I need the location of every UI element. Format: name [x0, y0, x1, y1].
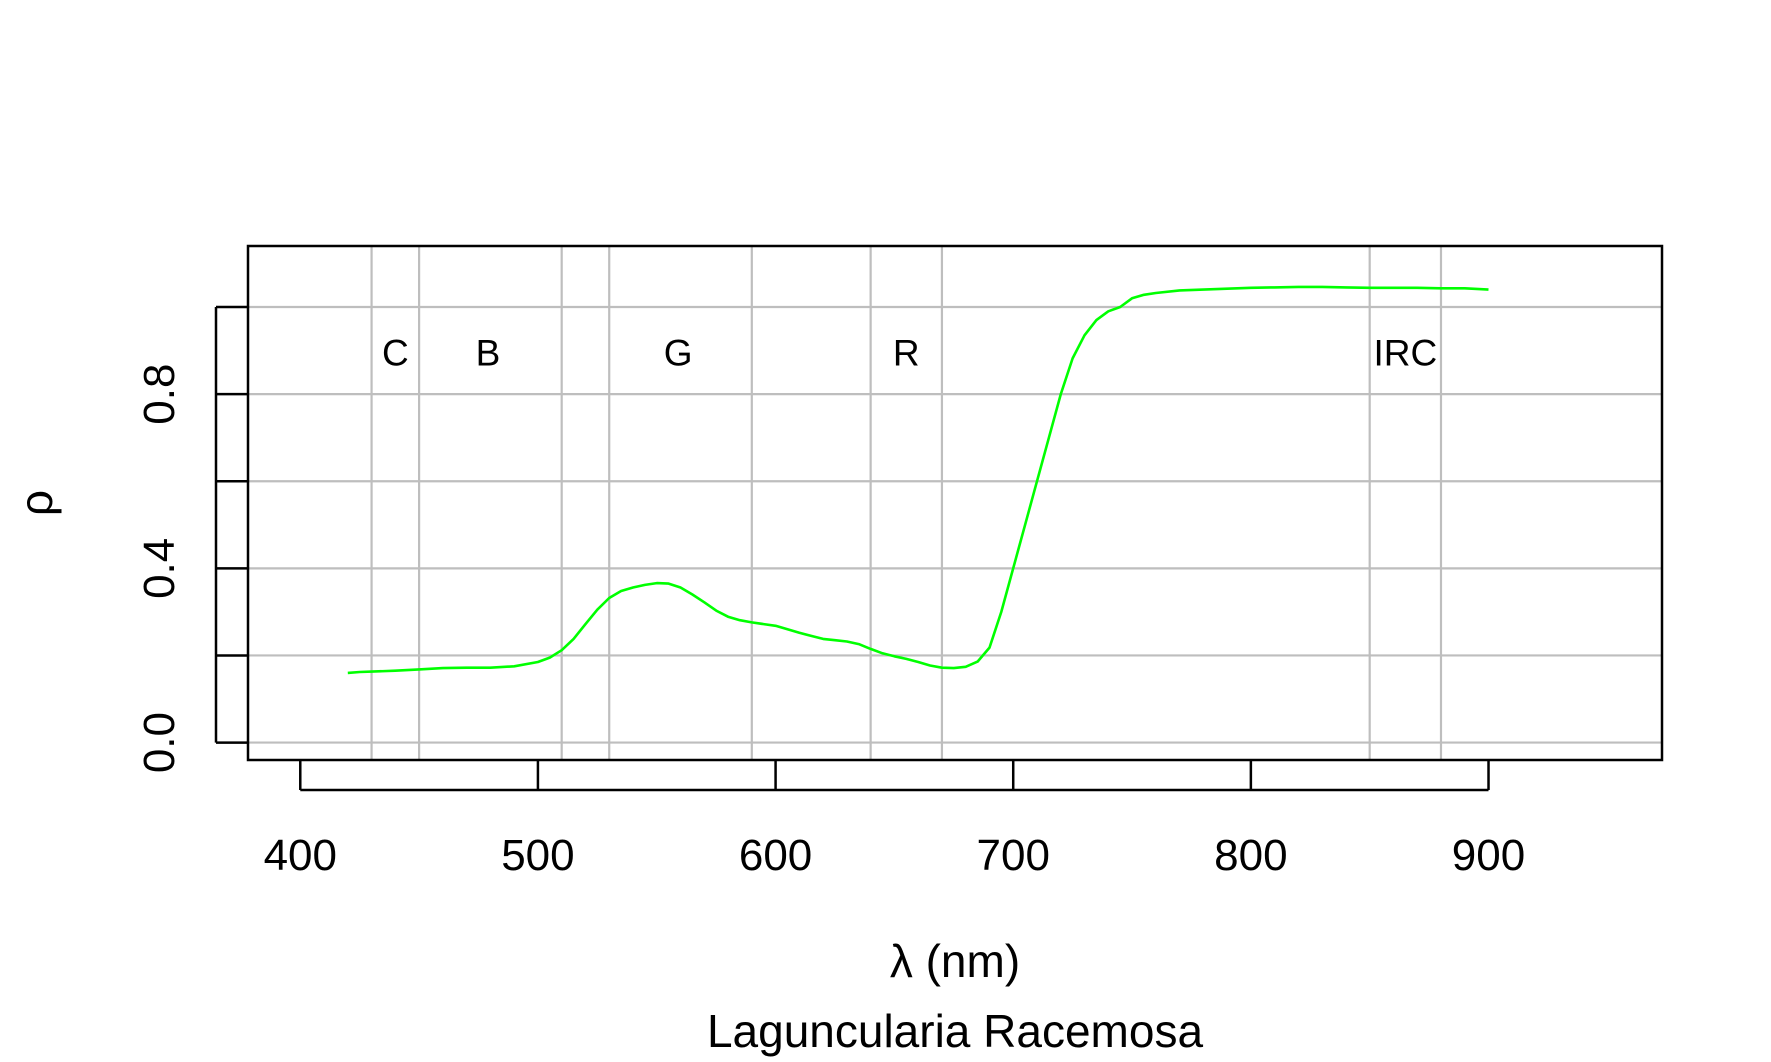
band-label: G: [664, 333, 693, 374]
series-line: [347, 285, 1489, 675]
y-axis: 0.0 0.4 0.8: [135, 305, 248, 773]
x-tick-label: 400: [264, 831, 337, 880]
band-label: C: [382, 333, 409, 374]
plot-frame: [246, 244, 1664, 762]
y-tick-label: 0.4: [135, 538, 184, 599]
y-axis-title: ρ: [10, 490, 62, 516]
band-label: IRC: [1373, 333, 1437, 374]
x-tick-label: 500: [501, 831, 574, 880]
band-labels: C B G R IRC: [382, 333, 1437, 374]
series-layer: [347, 285, 1489, 675]
y-tick-label: 0.0: [135, 712, 184, 773]
x-tick-label: 900: [1452, 831, 1525, 880]
x-tick-label: 600: [739, 831, 812, 880]
y-tick-label: 0.8: [135, 364, 184, 425]
x-tick-label: 800: [1214, 831, 1287, 880]
band-label: R: [893, 333, 920, 374]
chart-caption: Laguncularia Racemosa: [707, 1005, 1203, 1057]
x-axis: 400 500 600 700 800 900: [264, 760, 1525, 880]
grid-lines: [248, 246, 1662, 760]
x-axis-title: λ (nm): [890, 935, 1020, 987]
x-tick-label: 700: [977, 831, 1050, 880]
band-label: B: [476, 333, 501, 374]
